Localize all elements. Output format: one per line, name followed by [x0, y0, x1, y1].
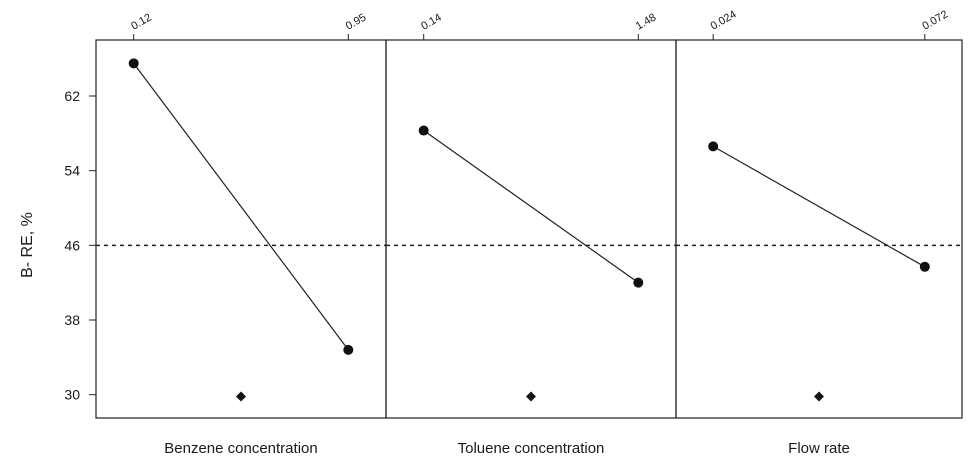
data-point [128, 58, 139, 69]
y-tick-label: 38 [64, 312, 80, 328]
diamond-marker [814, 391, 824, 402]
y-axis: 30 38 46 54 62 [64, 88, 96, 403]
x-level-label: 0.072 [920, 8, 950, 32]
factor-label: Benzene concentration [164, 440, 317, 457]
data-point [708, 141, 719, 152]
x-level-label: 0.12 [129, 11, 154, 32]
panel-frame [385, 39, 677, 419]
panel-2: 0.14 1.48 Toluene concentration [385, 11, 677, 457]
y-tick-label: 46 [64, 237, 80, 253]
effect-line [423, 130, 639, 284]
y-axis-title: B- RE, % [19, 212, 36, 278]
data-point [418, 125, 429, 136]
factor-label: Flow rate [788, 440, 850, 457]
x-level-label: 0.024 [709, 8, 739, 32]
panel-3: 0.024 0.072 Flow rate [675, 8, 963, 457]
data-point [633, 277, 644, 288]
panel-frame [95, 39, 387, 419]
y-tick-label: 62 [64, 88, 80, 104]
y-tick-label: 30 [64, 387, 80, 403]
data-point [343, 344, 354, 355]
factor-label: Toluene concentration [458, 440, 605, 457]
diamond-marker [236, 391, 246, 402]
panel-frame [675, 39, 963, 419]
effect-line [712, 145, 926, 268]
effect-line [133, 62, 349, 351]
x-level-label: 0.95 [344, 11, 369, 32]
diamond-marker [526, 391, 536, 402]
data-point [919, 261, 930, 272]
panel-1: 0.12 0.95 Benzene concentration [95, 11, 387, 457]
chart-panels: 0.12 0.95 Benzene concentration 0.14 1.48 Tol… [95, 8, 963, 457]
y-tick-label: 54 [64, 163, 80, 179]
x-level-label: 1.48 [634, 11, 659, 32]
x-level-label: 0.14 [419, 11, 444, 32]
